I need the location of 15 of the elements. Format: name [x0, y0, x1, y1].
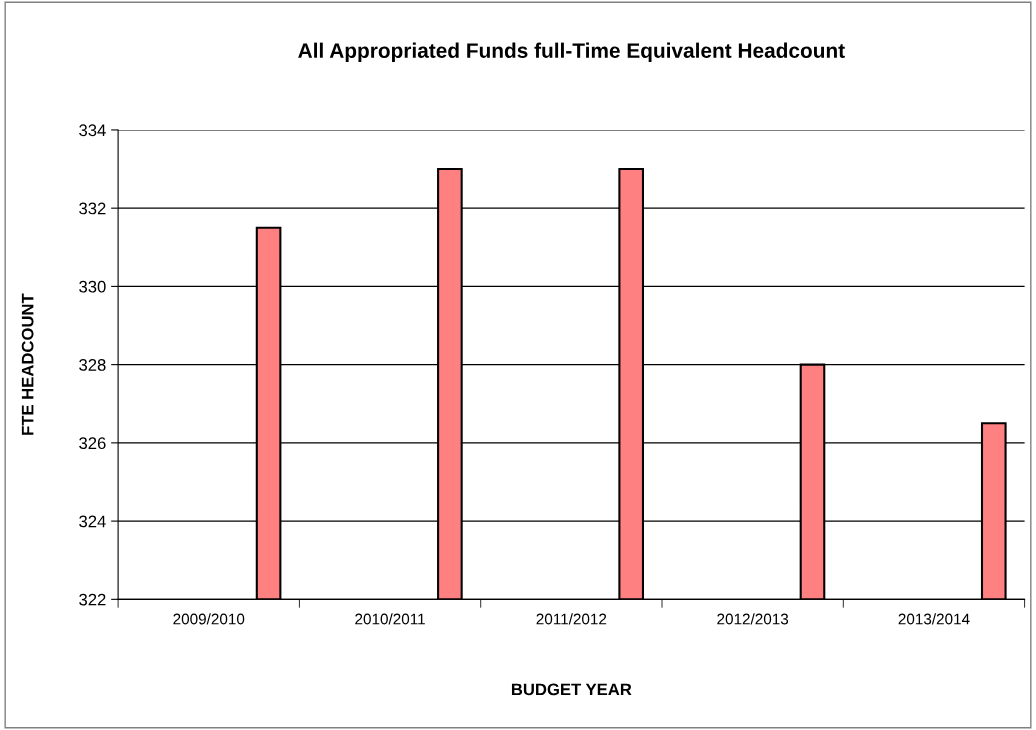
x-axis-title: BUDGET YEAR	[511, 683, 632, 696]
x-tick-label: 2011/2012	[536, 613, 607, 625]
y-tick-label: 324	[79, 515, 106, 528]
x-tick-label: 2013/2014	[898, 613, 970, 625]
chart-title: All Appropriated Funds full-Time Equivalent Headcount	[298, 42, 845, 63]
x-tick-label: 2009/2010	[173, 613, 245, 625]
y-tick-label: 328	[79, 359, 106, 371]
y-tick-label: 326	[79, 437, 106, 450]
y-tick-label: 334	[79, 124, 106, 137]
y-tick-label: 322	[79, 593, 106, 606]
x-tick-label: 2012/2013	[717, 613, 789, 625]
x-tick-label: 2010/2011	[355, 613, 425, 625]
y-tick-label: 330	[79, 280, 106, 293]
y-tick-label: 332	[79, 202, 106, 215]
y-axis-title: FTE HEADCOUNT	[21, 293, 34, 435]
